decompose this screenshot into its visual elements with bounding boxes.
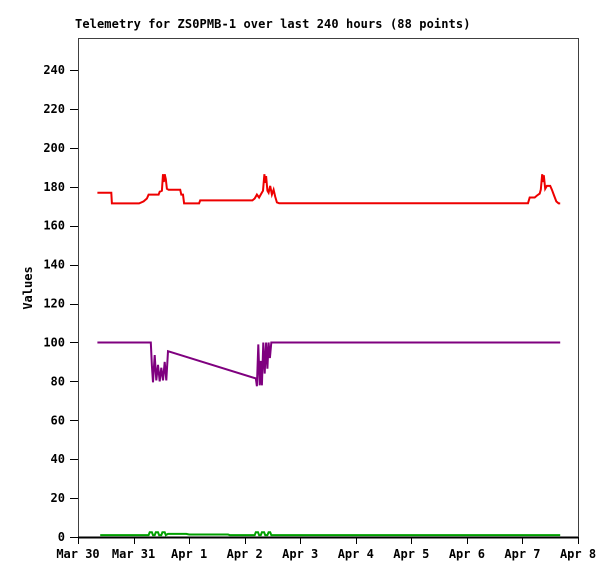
y-tick-label: 0 xyxy=(58,530,65,544)
x-tick-label: Apr 2 xyxy=(227,547,263,561)
x-tick-label: Apr 1 xyxy=(171,547,207,561)
y-tick-label: 140 xyxy=(43,258,65,272)
y-tick-label: 80 xyxy=(51,374,65,388)
series-line-red xyxy=(97,173,561,205)
x-tick-label: Mar 30 xyxy=(56,547,99,561)
series-line-purple xyxy=(97,341,561,387)
x-tick-label: Apr 3 xyxy=(282,547,318,561)
y-tick-label: 100 xyxy=(43,335,65,349)
y-tick-label: 60 xyxy=(51,413,65,427)
x-tick-label: Apr 8 xyxy=(560,547,596,561)
chart-title: Telemetry for ZS0PMB-1 over last 240 hou… xyxy=(75,17,471,31)
y-tick-label: 160 xyxy=(43,219,65,233)
x-tick-label: Mar 31 xyxy=(112,547,155,561)
plot-border xyxy=(78,38,579,538)
x-tick-label: Apr 5 xyxy=(393,547,429,561)
y-axis-title: Values xyxy=(21,266,35,310)
series-line-green xyxy=(100,531,561,537)
x-tick-label: Apr 6 xyxy=(449,547,485,561)
y-tick-label: 120 xyxy=(43,297,65,311)
y-tick-label: 240 xyxy=(43,63,65,77)
y-tick-label: 200 xyxy=(43,141,65,155)
x-tick-label: Apr 4 xyxy=(338,547,374,561)
y-tick-label: 220 xyxy=(43,102,65,116)
y-tick-label: 180 xyxy=(43,180,65,194)
y-tick-label: 20 xyxy=(51,491,65,505)
y-tick-label: 40 xyxy=(51,452,65,466)
x-tick-label: Apr 7 xyxy=(504,547,540,561)
